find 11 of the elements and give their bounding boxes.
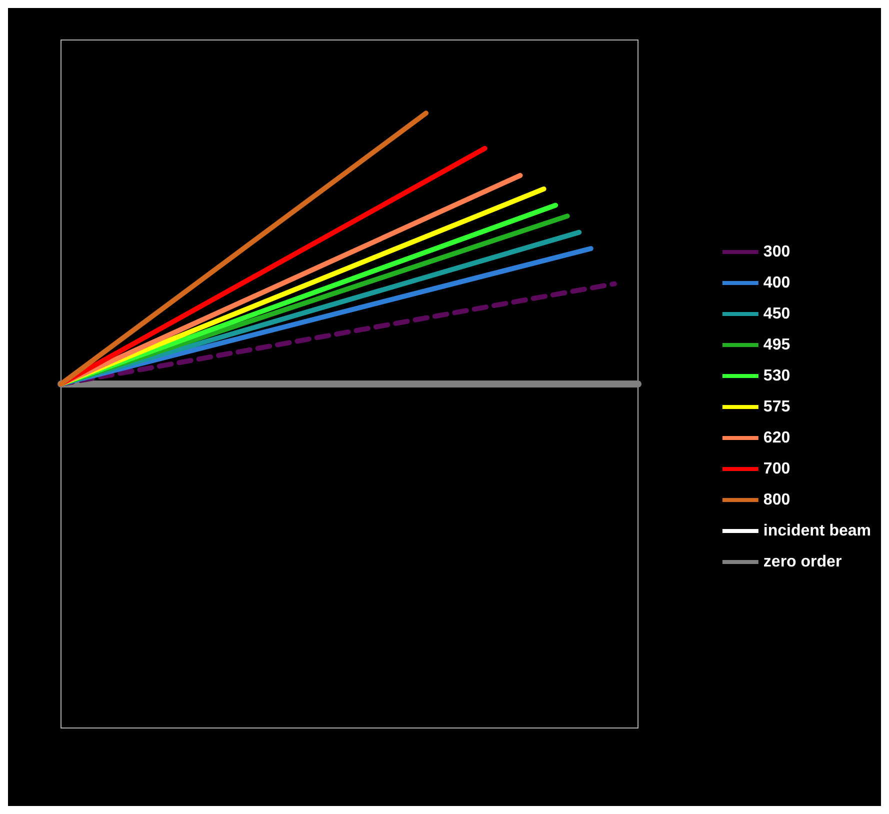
legend-label: 400 — [763, 274, 790, 292]
legend-label: 450 — [763, 306, 790, 322]
legend-label: 495 — [763, 336, 790, 354]
legend-label: 620 — [763, 430, 790, 446]
legend-label: 700 — [763, 460, 790, 478]
legend-label: zero order — [763, 554, 842, 570]
legend-label: 530 — [763, 368, 790, 384]
legend-label: incident beam — [763, 522, 871, 540]
legend-label: 575 — [763, 398, 790, 416]
legend-label: 800 — [763, 492, 790, 508]
legend-label: 300 — [763, 244, 790, 260]
